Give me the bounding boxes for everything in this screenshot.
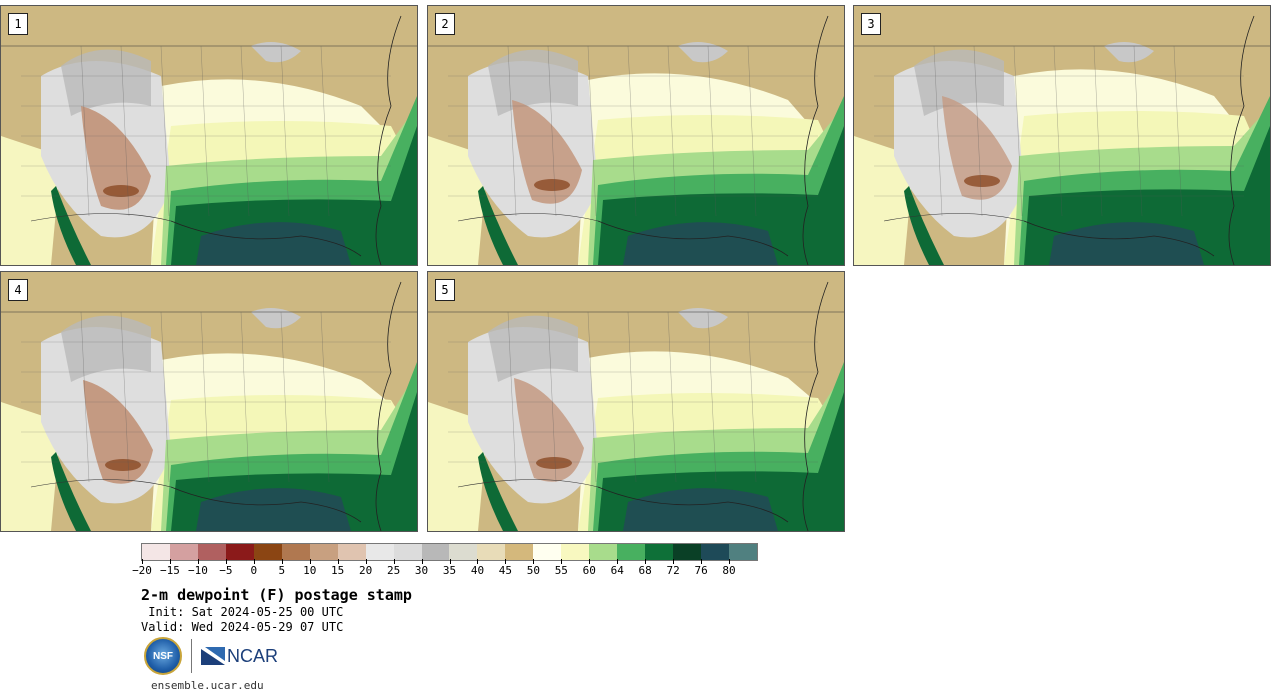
logo-divider	[191, 639, 192, 673]
colorbar-segment	[701, 544, 730, 560]
dewpoint-map-1	[1, 6, 417, 265]
logo-row: NSF NCAR	[144, 637, 278, 675]
ensemble-member-panel-3[interactable]: 3	[853, 5, 1271, 266]
ensemble-member-panel-4[interactable]: 4	[0, 271, 418, 532]
colorbar-tick-label: 76	[694, 564, 708, 577]
colorbar-tick-label: 25	[386, 564, 401, 577]
colorbar-tick-label: 55	[554, 564, 568, 577]
dewpoint-map-2	[428, 6, 844, 265]
site-url[interactable]: ensemble.ucar.edu	[151, 679, 264, 692]
colorbar-segment	[142, 544, 170, 560]
colorbar-segment	[561, 544, 590, 560]
colorbar-segment	[337, 544, 366, 560]
colorbar-tick	[142, 559, 143, 564]
ncar-logo[interactable]: NCAR	[201, 646, 278, 667]
colorbar-tick-labels: −20 −15 −10 −5 0 5 10 15 20 25 30 35 40 45 50 55 60 64 68 7…	[132, 559, 758, 579]
colorbar-segment	[617, 544, 646, 560]
colorbar-tick-label: 5	[278, 564, 286, 577]
colorbar-segment	[449, 544, 478, 560]
colorbar-tick	[365, 559, 367, 564]
colorbar-tick	[645, 559, 647, 564]
colorbar-tick-label: −10	[187, 564, 208, 577]
dewpoint-map-5	[428, 272, 844, 531]
ensemble-member-panel-1[interactable]: 1	[0, 5, 418, 266]
colorbar-tick-label: 68	[638, 564, 652, 577]
colorbar-tick	[253, 559, 255, 564]
colorbar-tick-label: 45	[498, 564, 513, 577]
colorbar-tick	[225, 559, 227, 564]
colorbar-tick	[421, 559, 423, 564]
panel-number-label: 4	[8, 279, 28, 301]
colorbar-tick-label: 64	[610, 564, 624, 577]
valid-time: Valid: Wed 2024-05-29 07 UTC	[141, 620, 344, 634]
colorbar-segment	[225, 544, 254, 560]
nsf-logo-text: NSF	[153, 650, 173, 662]
colorbar-segment	[589, 544, 618, 560]
colorbar-segment	[393, 544, 422, 560]
page-title: 2-m dewpoint (F) postage stamp	[141, 586, 412, 604]
colorbar-tick-label: −20	[132, 564, 152, 577]
colorbar-tick	[729, 559, 731, 564]
colorbar-tick-label: 20	[359, 564, 373, 577]
colorbar-segment	[197, 544, 226, 560]
colorbar-segment	[169, 544, 198, 560]
dewpoint-map-4	[1, 272, 417, 531]
colorbar-segment	[477, 544, 506, 560]
colorbar-tick-label: 60	[582, 564, 596, 577]
colorbar-segment	[645, 544, 674, 560]
colorbar-tick	[533, 559, 535, 564]
dewpoint-map-3	[854, 6, 1270, 265]
colorbar-tick-label: 40	[470, 564, 485, 577]
colorbar-tick	[477, 559, 479, 564]
ncar-logo-text: NCAR	[227, 645, 279, 666]
ensemble-member-panel-2[interactable]: 2	[427, 5, 845, 266]
colorbar-tick	[337, 559, 339, 564]
colorbar-tick	[673, 559, 675, 564]
colorbar-segment	[673, 544, 702, 560]
colorbar-segment	[533, 544, 562, 560]
colorbar-tick	[505, 559, 507, 564]
colorbar-tick	[281, 559, 283, 564]
colorbar-tick	[309, 559, 311, 564]
colorbar-tick-label: 30	[414, 564, 429, 577]
colorbar-tick	[701, 559, 703, 564]
panel-number-label: 1	[8, 13, 28, 35]
colorbar-tick-label: −15	[160, 564, 180, 577]
colorbar-tick-label: 35	[442, 564, 457, 577]
colorbar-tick	[589, 559, 591, 564]
colorbar-tick	[617, 559, 619, 564]
panel-number-label: 2	[435, 13, 455, 35]
colorbar-segment	[253, 544, 282, 560]
colorbar-segment	[421, 544, 450, 560]
colorbar-tick	[169, 559, 171, 564]
init-time: Init: Sat 2024-05-25 00 UTC	[141, 605, 344, 619]
colorbar-tick	[449, 559, 451, 564]
colorbar-tick	[561, 559, 563, 564]
colorbar-tick-label: 10	[303, 564, 317, 577]
colorbar-tick-label: 0	[250, 564, 258, 577]
panel-number-label: 5	[435, 279, 455, 301]
colorbar-segment	[365, 544, 394, 560]
panel-number-label: 3	[861, 13, 881, 35]
colorbar-segment	[729, 544, 757, 560]
colorbar-tick-label: 80	[722, 564, 736, 577]
ensemble-member-panel-5[interactable]: 5	[427, 271, 845, 532]
colorbar-tick	[197, 559, 199, 564]
colorbar-tick-label: 50	[526, 564, 540, 577]
nsf-logo[interactable]: NSF	[144, 637, 182, 675]
colorbar-tick-label: −5	[219, 564, 233, 577]
colorbar-tick	[393, 559, 395, 564]
ncar-mark-icon	[201, 647, 225, 665]
colorbar-segment	[281, 544, 310, 560]
colorbar-segment	[309, 544, 338, 560]
colorbar-segment	[505, 544, 534, 560]
colorbar-tick-label: 15	[331, 564, 345, 577]
colorbar	[141, 543, 758, 561]
colorbar-tick-label: 72	[666, 564, 680, 577]
